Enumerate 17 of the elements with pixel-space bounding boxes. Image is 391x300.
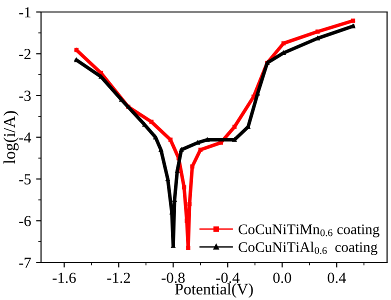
x-tick-label: -1.6 — [52, 272, 76, 284]
x-tick-label: 0.0 — [273, 272, 292, 284]
x-axis-title: Potential(V) — [175, 283, 253, 298]
y-tick-label: -1 — [19, 7, 30, 18]
y-tick-label: -7 — [19, 258, 31, 268]
x-tick-label: -0.8 — [162, 272, 185, 284]
legend-label: CoCuNiTiAl$_{0.6}$ coating — [238, 242, 378, 256]
x-tick-label: -1.2 — [107, 272, 130, 284]
legend-label: CoCuNiTiMn$_{0.6}$ coating — [238, 224, 380, 238]
y-tick-label: -5 — [19, 174, 31, 184]
y-axis-title: log(i/A) — [3, 111, 19, 164]
y-tick-label: -4 — [19, 132, 32, 143]
y-tick-label: -6 — [19, 216, 31, 226]
y-tick-label: -3 — [19, 90, 31, 101]
x-tick-label: -0.4 — [216, 272, 240, 284]
y-tick-label: -2 — [19, 48, 30, 60]
x-tick-label: 0.4 — [328, 272, 346, 284]
